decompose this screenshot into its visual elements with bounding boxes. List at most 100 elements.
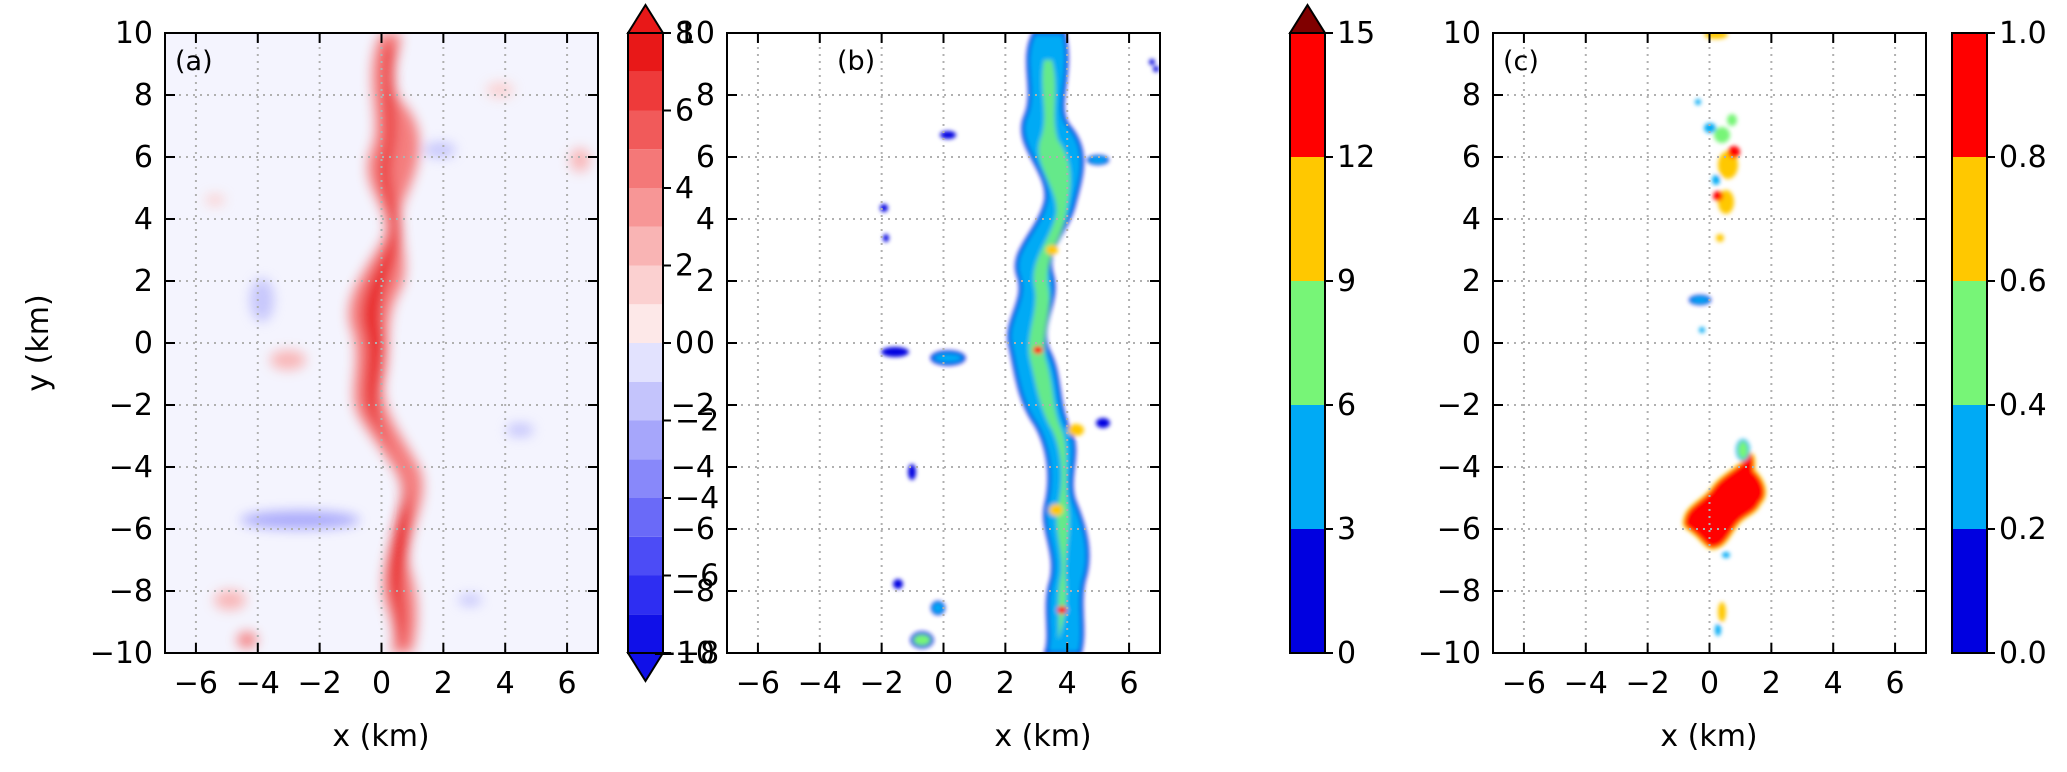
colorbar-tick-label: 2 (675, 249, 694, 284)
y-tick-label: 6 (134, 140, 153, 175)
field-patch (1149, 59, 1155, 65)
colorbar-segment (628, 420, 663, 460)
colorbar-tick-label: 0.4 (1999, 388, 2047, 423)
colorbar-tick-label: −8 (675, 636, 719, 671)
y-tick-label: −8 (671, 574, 715, 609)
field-patch (486, 82, 514, 98)
field-patch (1153, 66, 1159, 72)
colorbar-segment (1952, 157, 1987, 281)
colorbar-c: 0.0 0.2 0.4 0.6 0.8 1.0 (1951, 16, 2047, 671)
field-patch (1704, 123, 1716, 133)
y-tick-label: 0 (134, 326, 153, 361)
field-band-inner (1028, 60, 1071, 640)
y-tick-label: 8 (134, 78, 153, 113)
field-patch (1714, 127, 1730, 143)
colorbar-tick-label: 6 (1337, 388, 1356, 423)
colorbar-extend-max (1288, 3, 1327, 34)
field-patch (240, 511, 360, 529)
x-axis-label: x (km) (332, 719, 429, 754)
panel-label: (a) (175, 46, 213, 77)
field-patch (881, 347, 909, 357)
colorbar-segment (628, 149, 663, 188)
field-patch (930, 350, 966, 366)
colorbar-segment (628, 188, 663, 227)
x-axis-label: x (km) (1660, 719, 1757, 754)
colorbar-tick-label: 0 (1337, 636, 1356, 671)
colorbar-segment (1952, 33, 1987, 157)
colorbar-extend-max (626, 3, 665, 34)
field-region-main (1682, 452, 1767, 550)
y-tick-label: −4 (109, 450, 153, 485)
field-patch (1192, 191, 1198, 197)
colorbar-tick-label: 8 (675, 16, 694, 51)
field-patch (1727, 114, 1737, 126)
x-tick-label: 4 (1058, 666, 1077, 701)
field-patch (1068, 424, 1084, 436)
y-tick-label: −2 (109, 388, 153, 423)
colorbar-segment (628, 33, 663, 72)
x-axis-ticks: −6 −4 −2 0 2 4 6 (174, 33, 577, 701)
grid-lines (727, 32, 1160, 654)
y-tick-label: −8 (1437, 574, 1481, 609)
field-patch (1736, 439, 1750, 461)
field-patch (1695, 99, 1701, 105)
colorbar-segment (628, 71, 663, 111)
colorbar-segment (628, 498, 663, 537)
y-tick-label: 10 (115, 16, 153, 51)
field-patch (1057, 606, 1067, 614)
x-axis-label: x (km) (994, 719, 1091, 754)
y-tick-label: 10 (677, 16, 715, 51)
y-tick-label: 6 (696, 140, 715, 175)
y-tick-label: 0 (696, 326, 715, 361)
field-patch (205, 194, 225, 206)
x-tick-label: −4 (236, 666, 280, 701)
field-patch (1033, 346, 1043, 354)
colorbar-segment (628, 265, 663, 305)
x-tick-label: 6 (1886, 666, 1905, 701)
colorbar-segment (628, 304, 663, 343)
y-tick-label: −10 (90, 636, 153, 671)
x-tick-label: −2 (860, 666, 904, 701)
x-tick-label: −6 (174, 666, 218, 701)
colorbar-tick-label: −6 (675, 559, 719, 594)
colorbar-segment (628, 614, 663, 653)
x-tick-label: 0 (934, 666, 953, 701)
field-patch (237, 632, 257, 648)
field-patch (893, 579, 903, 589)
colorbar-segment (628, 459, 663, 498)
x-tick-label: 0 (372, 666, 391, 701)
y-tick-label: −6 (109, 512, 153, 547)
y-tick-label: 2 (1462, 264, 1481, 299)
colorbar-b: 0 3 6 9 12 15 (1288, 3, 1375, 671)
field-patch (424, 142, 456, 158)
colorbar-segment (1952, 405, 1987, 529)
colorbar-tick-label: 0.0 (1999, 636, 2047, 671)
field-patch (910, 631, 934, 649)
y-tick-label: −6 (1437, 512, 1481, 547)
field-patch (1722, 552, 1730, 558)
colorbar-tick-label: 0.2 (1999, 512, 2047, 547)
colorbar-segment (628, 536, 663, 576)
x-tick-label: 0 (1700, 666, 1719, 701)
colorbar-tick-label: 12 (1337, 140, 1375, 175)
x-tick-label: 2 (1762, 666, 1781, 701)
y-tick-label: 8 (696, 78, 715, 113)
x-tick-label: −2 (298, 666, 342, 701)
field-patch (1096, 418, 1110, 428)
panel-label: (c) (1503, 46, 1539, 77)
colorbar-segment (1290, 281, 1325, 405)
y-axis-label: y (km) (21, 294, 56, 391)
colorbar-segment (628, 381, 663, 421)
colorbar-segment (628, 110, 663, 150)
field-patch (1712, 175, 1720, 185)
field-patch (1689, 295, 1711, 305)
colorbar-segment (1290, 157, 1325, 281)
y-tick-label: 10 (1443, 16, 1481, 51)
y-tick-label: 4 (1462, 202, 1481, 237)
y-tick-label: 4 (134, 202, 153, 237)
colorbar-segment (628, 575, 663, 615)
